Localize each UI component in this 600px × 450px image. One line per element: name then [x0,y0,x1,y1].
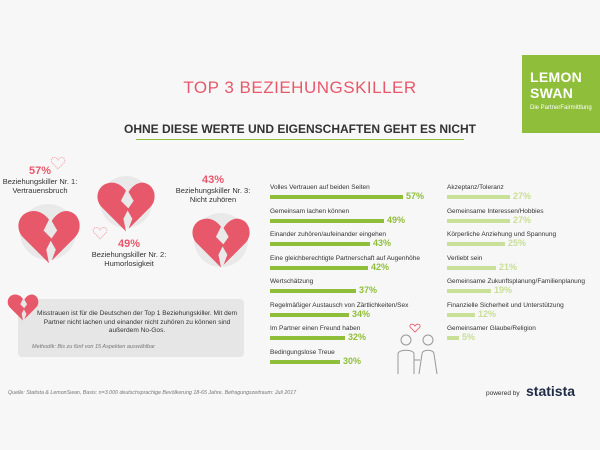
killer-2-rank: Beziehungskiller Nr. 2: [91,250,167,259]
broken-heart-icon [7,294,39,321]
page-subtitle: OHNE DIESE WERTE UND EIGENSCHAFTEN GEHT … [123,122,477,136]
note-text: Misstrauen ist für die Deutschen der Top… [37,310,237,334]
killer-2-name: Humorlosigkeit [104,259,154,268]
killer-1-rank: Beziehungskiller Nr. 1: [2,177,78,186]
broken-heart-icon [18,211,80,264]
bar-value: 19% [494,285,513,295]
bar [447,312,475,317]
bar-label: Finanzielle Sicherheit und Unterstützung [447,301,564,309]
statista-logo: statista [526,383,576,399]
bar [270,289,356,293]
outline-heart-icon [92,226,108,240]
killer-1-name: Vertrauensbruch [12,186,68,195]
bar-label: Wertschätzung [270,278,314,285]
bar-label: Gemeinsame Interessen/Hobbies [447,207,544,215]
killer-3-label: 43% Beziehungskiller Nr. 3: Nicht zuhöre… [170,174,256,205]
killer-1-label: 57% Beziehungskiller Nr. 1: Vertrauensbr… [0,165,80,196]
bar [270,359,340,364]
broken-heart-icon [97,182,155,232]
bar-label: Akzeptanz/Toleranz [447,184,504,191]
bar-label: Gemeinsamer Glaube/Religion [447,325,536,332]
bar-label: Im Partner einen Freund haben [270,325,361,332]
bar [447,195,510,199]
bar [447,242,505,246]
bar-label: Gemeinsam lachen können [270,207,350,215]
bar-value: 34% [352,308,371,319]
logo-tagline: Die PartnerFairmittlung [530,105,592,111]
bar-value: 43% [373,238,392,248]
bar [447,265,496,270]
bar-value: 32% [348,332,367,342]
bar-value: 49% [387,214,406,225]
killer-2-label: 49% Beziehungskiller Nr. 2: Humorlosigke… [86,238,172,269]
broken-heart-icon [192,218,250,268]
bar [270,312,349,317]
bar [270,265,368,270]
method-note: Methodik: Bis zu fünf von 15 Aspekten au… [32,344,156,350]
bar-label: Bedingungslose Treue [270,348,335,356]
bar-label: Eine gleichberechtigte Partnerschaft auf… [270,254,420,262]
note-box: Misstrauen ist für die Deutschen der Top… [18,299,244,357]
bar-value: 21% [499,261,518,272]
bar-label: Regelmäßiger Austausch von Zärtlichkeite… [270,301,409,309]
killer-3-name: Nicht zuhören [189,195,237,204]
bar-value: 27% [513,214,532,225]
bar-value: 37% [359,285,378,295]
powered-by-text: powered by [486,390,520,397]
bar [270,336,345,340]
bar [270,218,384,223]
bar-label: Volles Vertrauen auf beiden Seiten [270,184,370,191]
bar-value: 57% [406,191,425,201]
killer-1-pct: 57% [28,165,52,177]
killer-2-pct: 49% [117,238,141,250]
lemonswan-logo: LEMON SWAN Die PartnerFairmittlung [522,55,600,133]
bar [270,195,403,199]
killer-3-rank: Beziehungskiller Nr. 3: [175,186,251,195]
source-note: Quelle: Statista & LemonSwan, Basis: n=3… [8,390,297,396]
bar-value: 5% [462,332,476,342]
bar-value: 12% [478,308,497,319]
page-title: TOP 3 BEZIEHUNGSKILLER [183,78,417,97]
outline-heart-icon [50,156,66,170]
bar-label: Einander zuhören/aufeinander eingehen [270,231,387,238]
killer-3-pct: 43% [201,174,225,186]
subtitle-underline [136,139,464,140]
bar-label: Körperliche Anziehung und Spannung [447,231,557,238]
bar-value: 27% [513,191,532,201]
couple-icon [397,323,438,375]
bar-value: 42% [371,261,390,272]
bar-label: Verliebt sein [447,254,483,262]
bar [447,218,510,223]
logo-line-2: SWAN [530,85,574,101]
bar-label: Gemeinsame Zukunftsplanung/Familienplanu… [447,278,586,285]
logo-line-1: LEMON [530,69,583,85]
bar-value: 30% [343,355,362,366]
bar-value: 25% [508,238,527,248]
bar [447,289,491,293]
bar [447,336,459,340]
bar [270,242,370,246]
